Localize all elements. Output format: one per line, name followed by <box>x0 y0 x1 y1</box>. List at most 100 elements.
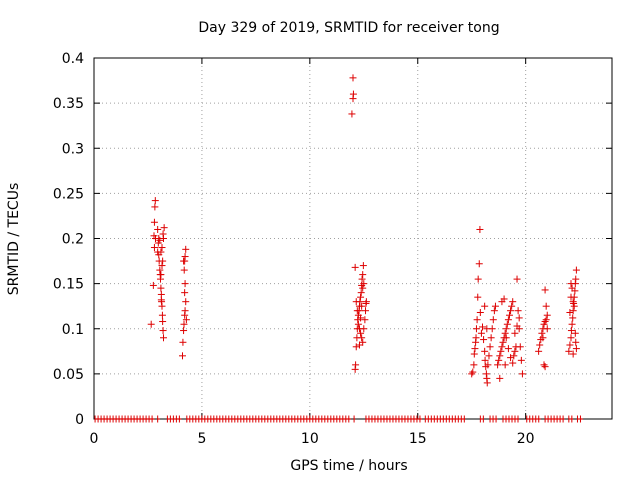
zero-point-run <box>526 415 541 423</box>
zero-point-run <box>544 415 565 423</box>
data-point <box>508 302 516 310</box>
data-point <box>479 323 486 331</box>
data-point <box>158 262 166 270</box>
data-point <box>357 293 365 301</box>
data-point <box>358 302 366 310</box>
x-axis-title: GPS time / hours <box>290 458 407 474</box>
data-point <box>494 361 502 369</box>
data-point <box>362 298 370 306</box>
y-tick-label: 0 <box>75 412 84 428</box>
data-point <box>358 334 366 342</box>
data-point <box>476 225 484 233</box>
data-point <box>158 311 166 319</box>
data-point <box>517 356 525 364</box>
zero-point-run <box>568 415 574 423</box>
data-point <box>502 325 510 333</box>
zero-point-run <box>186 415 351 423</box>
data-point <box>509 298 517 306</box>
data-point <box>157 284 165 292</box>
zero-point-run <box>157 415 160 423</box>
data-point <box>353 307 361 315</box>
data-point <box>151 203 159 211</box>
data-point <box>496 374 504 382</box>
data-point <box>357 289 365 297</box>
data-point <box>151 197 159 205</box>
data-point <box>571 329 579 337</box>
data-point <box>159 318 167 326</box>
y-tick-label: 0.15 <box>53 277 84 293</box>
data-point <box>511 347 519 355</box>
x-tick-label: 20 <box>517 431 535 447</box>
data-point <box>569 298 577 306</box>
data-point <box>360 280 368 288</box>
data-point <box>154 248 162 256</box>
data-point <box>358 275 366 283</box>
data-point <box>480 336 488 344</box>
data-point <box>180 320 188 328</box>
data-point <box>481 302 489 310</box>
y-tick-label: 0.25 <box>53 186 84 202</box>
data-point <box>489 316 497 324</box>
data-point <box>156 236 164 244</box>
data-point <box>159 327 167 335</box>
data-point <box>483 379 491 387</box>
data-point <box>504 316 512 324</box>
data-point <box>359 271 367 279</box>
data-point <box>182 298 190 306</box>
data-point <box>150 244 158 252</box>
y-axis-title: SRMTID / TECUs <box>6 183 22 296</box>
chart-title: Day 329 of 2019, SRMTID for receiver ton… <box>198 20 499 36</box>
data-point <box>159 334 167 342</box>
data-point <box>154 225 162 233</box>
data-point <box>180 257 188 265</box>
data-point <box>567 327 575 335</box>
data-point <box>180 327 188 335</box>
data-point <box>507 354 515 362</box>
data-point <box>352 361 360 369</box>
data-point <box>514 307 522 315</box>
data-point <box>541 318 549 326</box>
zero-point-run <box>502 415 520 423</box>
data-point <box>566 309 574 317</box>
data-point <box>572 345 580 353</box>
data-point <box>542 302 550 310</box>
axes: 0 0.05 0.1 0.15 0.2 0.25 0.3 0.35 0.4 0 5 10 15 20 <box>53 51 613 447</box>
data-point <box>181 289 189 297</box>
data-point <box>501 361 509 369</box>
data-point <box>472 334 480 342</box>
data-point <box>474 275 482 283</box>
data-point <box>572 275 580 283</box>
data-point <box>147 320 155 328</box>
data-point <box>535 347 543 355</box>
zero-point-run <box>94 415 155 423</box>
x-tick-label: 0 <box>90 431 99 447</box>
data-point <box>568 284 576 292</box>
zero-point-run <box>576 415 583 423</box>
y-tick-label: 0.4 <box>62 51 84 67</box>
zero-point-run <box>424 415 466 423</box>
y-tick-label: 0.1 <box>62 322 84 338</box>
data-point <box>543 311 551 319</box>
data-point <box>181 253 189 261</box>
data-point <box>540 361 548 369</box>
data-point <box>501 329 509 337</box>
data-point <box>502 334 510 342</box>
data-point <box>468 370 476 378</box>
data-point <box>483 325 491 333</box>
data-point <box>361 316 369 324</box>
data-point <box>542 316 550 324</box>
data-point <box>499 338 507 346</box>
data-point <box>472 325 480 333</box>
data-point <box>500 295 508 303</box>
data-point <box>349 74 357 82</box>
y-tick-label: 0.3 <box>62 141 84 157</box>
x-tick-label: 15 <box>409 431 427 447</box>
zero-point-run <box>166 415 182 423</box>
data-point <box>569 350 577 358</box>
data-point <box>497 347 505 355</box>
data-point <box>565 347 573 355</box>
data-point <box>541 286 549 294</box>
data-point <box>181 280 189 288</box>
data-point <box>354 320 362 328</box>
data-point <box>572 338 580 346</box>
